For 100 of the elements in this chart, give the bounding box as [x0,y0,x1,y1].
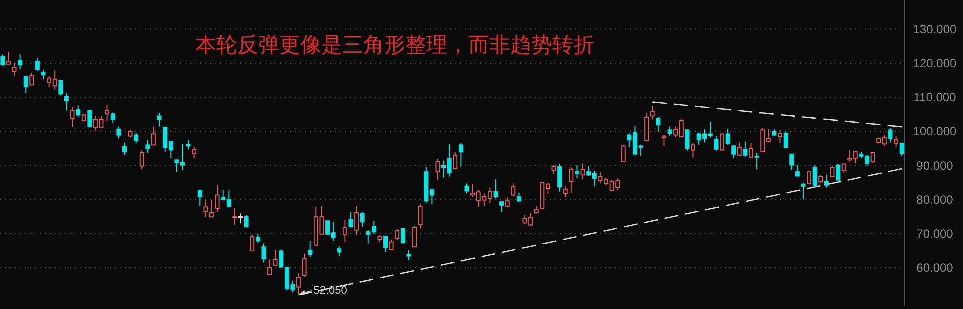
candlestick [88,110,92,128]
candlestick [151,126,156,146]
candlestick [418,203,423,230]
candlestick [580,163,586,180]
candlestick [64,92,69,112]
candlestick [900,142,904,157]
candlestick [691,142,696,158]
candlestick [732,144,736,159]
candlestick [215,184,220,212]
candlestick [250,234,255,252]
y-tick-label: 130.000 [913,22,958,37]
candlestick [784,131,788,150]
candlestick [836,164,841,182]
candlestick [737,142,742,157]
candlestick [389,239,394,251]
candlestick [569,166,574,194]
candlestick [354,206,360,236]
candlestick [412,226,418,248]
candlestick [30,72,34,86]
candlestick [204,200,208,218]
candlestick [122,142,127,156]
candlestick [0,54,6,66]
candlestick [140,150,144,170]
candlestick [105,104,110,122]
candlestick [662,134,666,147]
candlestick [157,112,162,128]
candlestick [453,151,458,170]
candlestick [268,259,272,276]
candlestick [18,54,23,70]
candlestick [870,151,876,164]
y-tick-label: 80.000 [916,192,954,207]
candlestick [778,130,783,144]
candlestick [384,236,388,253]
candlestick [210,200,214,218]
candlestick [58,80,64,96]
y-tick-label: 120.000 [913,56,958,71]
candlestick [685,128,690,152]
candlestick [807,170,812,185]
candlestick [256,233,260,244]
annotation: 52.050 [314,284,348,297]
candlestick [795,164,800,178]
candlestick [41,70,46,80]
candlestick [720,132,724,152]
candlestick [494,179,498,200]
candlestick [406,250,412,261]
candlestick [824,174,829,188]
candlestick [894,136,899,148]
candlestick [516,192,522,203]
y-tick-label: 100.000 [913,124,958,139]
y-tick-label: 60.000 [916,261,954,276]
candlestick [749,142,754,158]
y-tick-label: 110.000 [914,90,957,105]
candlestick [238,213,243,224]
candlestick [458,142,464,168]
candlestick [563,186,568,198]
candlestick [714,136,719,151]
candlestick [6,51,11,65]
candlestick [12,62,17,76]
candlestick [198,190,202,207]
candlestick [35,58,40,72]
candlestick [558,164,562,192]
candlestick [726,128,730,146]
candlestick [842,163,846,174]
candlestick [644,112,650,142]
candlestick [279,249,284,268]
candlestick [500,202,504,212]
candlestick [360,211,365,228]
candlestick [888,128,893,144]
y-tick-label: 70.000 [916,226,954,241]
candlestick [186,140,191,150]
candlestick [743,141,748,158]
candlestick [790,154,794,171]
candlestick [337,246,342,258]
y-tick-label: 90.000 [916,158,954,173]
candlestick [342,220,348,243]
candlestick [812,164,818,188]
candlestick [656,117,661,132]
candlestick [232,208,238,226]
candlestick [192,146,197,159]
candlestick [70,106,75,128]
candlestick [574,164,580,180]
candlestick [302,253,307,278]
candlestick [395,229,400,242]
candlestick [273,249,278,266]
candlestick [511,183,516,197]
candlestick [668,126,672,137]
candlestick [134,132,139,144]
text: 本轮反弹更像是三角形整理，而非趋势转折 [196,34,594,57]
candlestick [801,182,806,200]
candlestick [754,152,760,170]
candlestick [348,211,354,228]
candlestick [262,243,266,264]
candlestick [76,104,81,118]
candlestick [650,105,655,120]
candlestick [308,240,313,258]
candlestick [24,76,28,94]
candlestick [296,272,302,296]
candlestick [146,140,150,154]
candlestick [110,112,116,124]
candlestick [621,144,626,162]
